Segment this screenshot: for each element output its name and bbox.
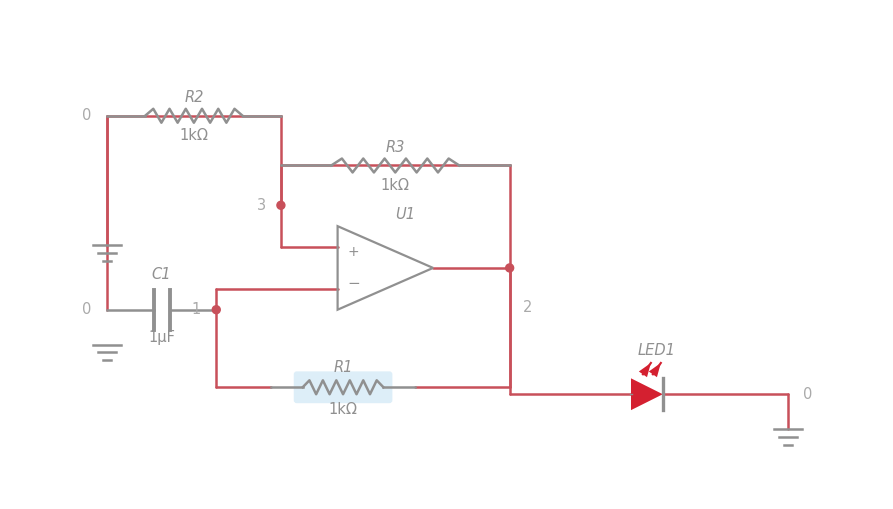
Polygon shape bbox=[638, 363, 651, 377]
Text: U1: U1 bbox=[396, 207, 415, 222]
Text: 0: 0 bbox=[82, 108, 92, 123]
Text: 1kΩ: 1kΩ bbox=[179, 128, 208, 143]
Text: 0: 0 bbox=[804, 387, 813, 402]
Polygon shape bbox=[631, 378, 663, 410]
Text: R2: R2 bbox=[184, 91, 204, 105]
Text: C1: C1 bbox=[152, 267, 171, 282]
Text: R3: R3 bbox=[386, 140, 405, 155]
Text: 1kΩ: 1kΩ bbox=[380, 178, 410, 193]
Text: LED1: LED1 bbox=[638, 343, 676, 358]
Text: 0: 0 bbox=[82, 302, 92, 317]
Text: 1kΩ: 1kΩ bbox=[329, 402, 357, 417]
Text: R1: R1 bbox=[333, 360, 353, 375]
Text: +: + bbox=[347, 245, 359, 259]
Text: 3: 3 bbox=[256, 198, 265, 213]
Circle shape bbox=[277, 201, 285, 209]
Text: 1μF: 1μF bbox=[148, 330, 175, 345]
Text: 2: 2 bbox=[523, 300, 532, 315]
Circle shape bbox=[505, 264, 513, 272]
Circle shape bbox=[213, 306, 221, 314]
Text: 1: 1 bbox=[192, 302, 201, 317]
Polygon shape bbox=[649, 363, 661, 377]
Text: −: − bbox=[347, 276, 360, 291]
FancyBboxPatch shape bbox=[294, 372, 392, 403]
